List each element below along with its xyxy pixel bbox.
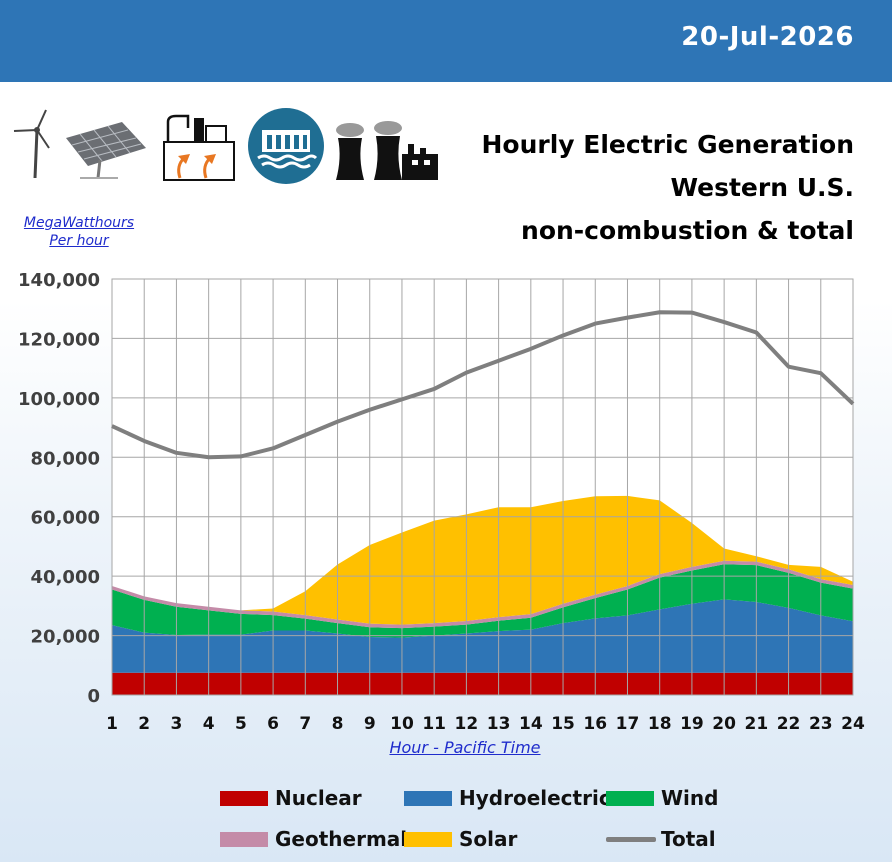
legend-swatch-wind — [606, 790, 654, 806]
energy-source-icons — [13, 108, 438, 184]
x-tick-label: 21 — [745, 714, 769, 734]
legend-label-nuclear: Nuclear — [275, 786, 362, 810]
y-tick-label: 0 — [87, 686, 100, 707]
y-tick-label: 140,000 — [18, 270, 100, 291]
legend-swatch-solar — [404, 831, 452, 847]
x-tick-label: 17 — [616, 714, 640, 734]
area-solar — [112, 495, 853, 625]
chart-title-line-2: Western U.S. — [670, 173, 854, 202]
legend-item-wind: Wind — [606, 784, 718, 812]
legend-label-wind: Wind — [661, 786, 719, 810]
legend-label-total: Total — [661, 827, 716, 851]
generation-chart: 0 20,000 40,000 60,000 80,000 100,000 120,000 1… — [18, 270, 865, 734]
x-tick-label: 20 — [712, 714, 736, 734]
area-wind — [112, 564, 853, 638]
y-tick-label: 60,000 — [31, 508, 100, 529]
chart-title-line-3: non-combustion & total — [521, 216, 854, 245]
x-tick-label: 10 — [390, 714, 414, 734]
x-tick-label: 16 — [583, 714, 607, 734]
hydro-dam-icon — [248, 108, 324, 184]
x-tick-label: 4 — [203, 714, 215, 734]
x-tick-label: 2 — [138, 714, 150, 734]
legend-item-total: Total — [606, 825, 716, 853]
legend-swatch-hydroelectric — [404, 790, 452, 806]
series-line-total — [111, 310, 855, 460]
y-tick-label: 80,000 — [31, 448, 100, 469]
legend-label-hydroelectric: Hydroelectric — [459, 786, 611, 810]
legend-label-solar: Solar — [459, 827, 518, 851]
report-date: 20-Jul-2026 — [681, 22, 854, 52]
legend-item-geothermal: Geothermal — [220, 825, 407, 853]
y-tick-label: 100,000 — [18, 389, 100, 410]
x-tick-label: 5 — [235, 714, 247, 734]
legend-label-geothermal: Geothermal — [275, 827, 408, 851]
y-axis-title-line-2: Per hour — [49, 233, 109, 249]
geothermal-plant-icon — [163, 114, 235, 181]
legend-line-total — [606, 836, 656, 842]
chart-legend: Nuclear Hydroelectric Wind Geothermal So… — [0, 780, 892, 860]
x-axis-title: Hour - Pacific Time — [389, 738, 541, 757]
x-tick-label: 12 — [455, 714, 479, 734]
area-nuclear — [112, 672, 853, 695]
legend-swatch-geothermal — [220, 831, 268, 847]
x-tick-label: 7 — [299, 714, 311, 734]
x-tick-label: 24 — [841, 714, 865, 734]
x-tick-label: 22 — [777, 714, 801, 734]
x-tick-label: 11 — [422, 714, 446, 734]
header-bar: 20-Jul-2026 — [0, 0, 892, 82]
x-tick-label: 3 — [171, 714, 183, 734]
y-tick-label: 40,000 — [31, 567, 100, 588]
x-tick-label: 15 — [551, 714, 575, 734]
x-tick-label: 18 — [648, 714, 672, 734]
y-axis-title-line-1: MegaWatthours — [23, 215, 135, 231]
x-tick-label: 13 — [487, 714, 511, 734]
x-tick-label: 6 — [267, 714, 279, 734]
plot-border — [111, 278, 854, 696]
solar-panel-icon — [66, 122, 146, 179]
area-geothermal — [112, 560, 853, 629]
legend-swatch-nuclear — [220, 790, 268, 806]
y-tick-label: 120,000 — [18, 329, 100, 350]
legend-item-nuclear: Nuclear — [220, 784, 362, 812]
nuclear-plant-icon — [336, 121, 438, 180]
x-tick-label: 9 — [364, 714, 376, 734]
chart-title-line-1: Hourly Electric Generation — [481, 130, 854, 159]
legend-item-hydroelectric: Hydroelectric — [404, 784, 611, 812]
legend-item-solar: Solar — [404, 825, 517, 853]
x-tick-label: 23 — [809, 714, 833, 734]
y-tick-label: 20,000 — [31, 627, 100, 648]
x-tick-label: 8 — [332, 714, 344, 734]
x-tick-label: 19 — [680, 714, 704, 734]
y-axis-title: MegaWatthours Per hour — [18, 214, 140, 250]
wind-turbine-icon — [13, 109, 50, 179]
x-tick-label: 1 — [106, 714, 118, 734]
x-tick-label: 14 — [519, 714, 543, 734]
